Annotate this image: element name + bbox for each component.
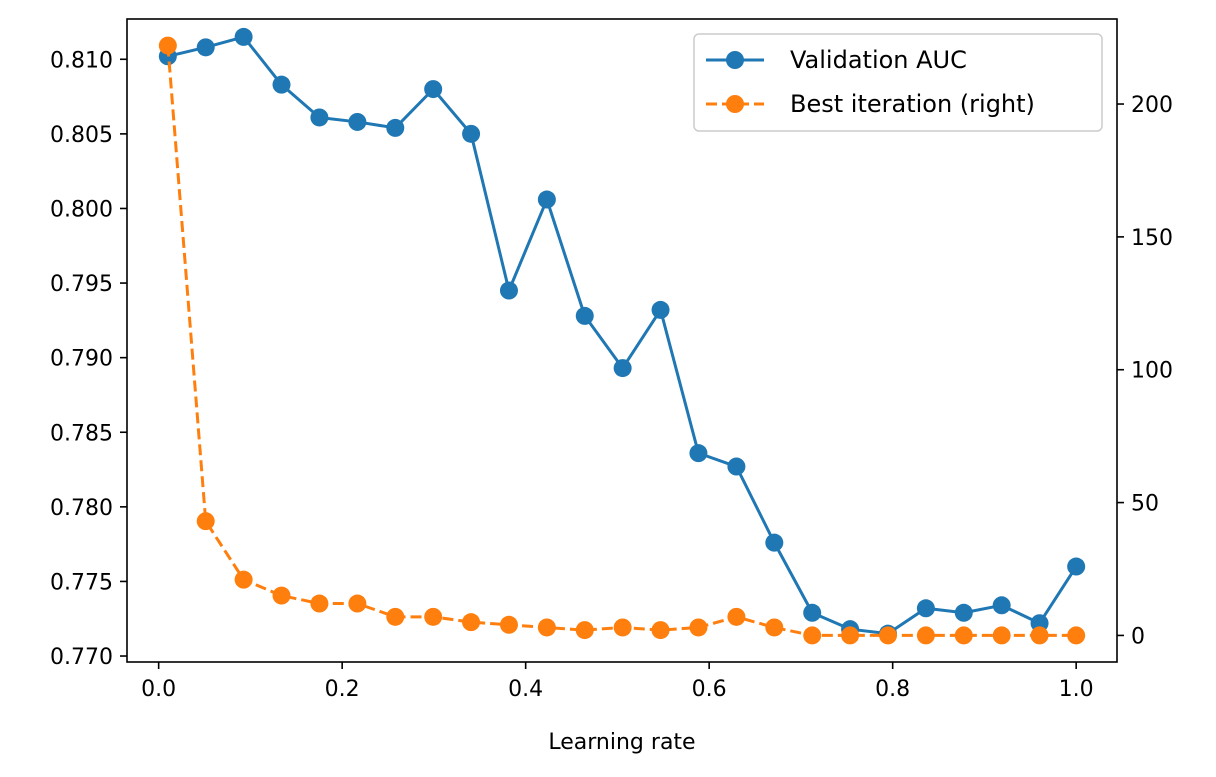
legend-box	[693, 33, 1103, 132]
y2-tick-label: 200	[1131, 93, 1173, 118]
data-point	[765, 618, 784, 637]
data-point	[234, 570, 253, 589]
data-point	[803, 603, 822, 622]
legend-label: Validation AUC	[790, 46, 967, 74]
data-point	[1067, 626, 1086, 645]
y-axis-right: 0 50 100 150 200	[1117, 93, 1173, 649]
legend-marker	[726, 95, 744, 113]
y-tick-label: 0.790	[50, 347, 113, 372]
y-tick-label: 0.810	[50, 48, 113, 73]
data-point	[841, 626, 860, 645]
data-point	[575, 621, 594, 640]
x-tick-label: 0.4	[508, 677, 543, 702]
y-tick-label: 0.780	[50, 496, 113, 521]
data-point	[424, 80, 443, 99]
y-axis-left: 0.770 0.775 0.780 0.785 0.790 0.795 0.800 0.805…	[50, 48, 127, 670]
data-point	[1067, 557, 1086, 576]
data-point	[954, 626, 973, 645]
y2-tick-label: 0	[1131, 624, 1145, 649]
data-point	[424, 607, 443, 626]
data-point	[348, 594, 367, 613]
y-tick-label: 0.805	[50, 123, 113, 148]
data-point	[916, 599, 935, 618]
legend-entry: Best iteration (right)	[706, 90, 1035, 118]
x-axis: 0.0 0.2 0.4 0.6 0.8 1.0	[141, 662, 1094, 702]
x-tick-label: 0.6	[692, 677, 727, 702]
x-tick-label: 0.2	[325, 677, 360, 702]
y2-tick-label: 150	[1131, 226, 1173, 251]
x-tick-label: 0.0	[141, 677, 176, 702]
data-point	[386, 607, 405, 626]
data-point	[992, 626, 1011, 645]
data-point	[196, 38, 215, 57]
data-point	[613, 359, 632, 378]
data-point	[765, 533, 784, 552]
series-validation-auc	[158, 27, 1086, 643]
x-axis-label: Learning rate	[548, 730, 695, 755]
data-point	[348, 112, 367, 131]
data-point	[310, 594, 329, 613]
data-point	[651, 621, 670, 640]
data-point	[499, 281, 518, 300]
data-point	[689, 444, 708, 463]
data-point	[310, 108, 329, 127]
legend: Validation AUC Best iteration (right)	[693, 33, 1103, 132]
data-point	[272, 75, 291, 94]
legend-marker	[726, 51, 744, 69]
series-layer	[158, 27, 1086, 645]
series-best-iteration-right	[158, 36, 1086, 645]
data-point	[575, 306, 594, 325]
data-point	[878, 626, 897, 645]
data-point	[234, 27, 253, 46]
data-point	[954, 603, 973, 622]
y2-tick-label: 50	[1131, 492, 1159, 517]
data-point	[462, 613, 481, 632]
data-point	[651, 300, 670, 319]
y-tick-label: 0.775	[50, 570, 113, 595]
data-point	[803, 626, 822, 645]
data-point	[613, 618, 632, 637]
y-tick-label: 0.785	[50, 421, 113, 446]
data-point	[537, 190, 556, 209]
y2-tick-label: 100	[1131, 359, 1173, 384]
data-point	[916, 626, 935, 645]
data-point	[462, 124, 481, 143]
data-point	[196, 512, 215, 531]
data-point	[272, 586, 291, 605]
data-point	[386, 118, 405, 137]
x-tick-label: 1.0	[1059, 677, 1094, 702]
data-point	[1030, 626, 1049, 645]
data-point	[689, 618, 708, 637]
data-point	[727, 607, 746, 626]
y-tick-label: 0.795	[50, 272, 113, 297]
data-point	[158, 36, 177, 55]
y-tick-label: 0.770	[50, 645, 113, 670]
data-point	[499, 615, 518, 634]
data-point	[537, 618, 556, 637]
legend-label: Best iteration (right)	[790, 90, 1035, 118]
y-tick-label: 0.800	[50, 197, 113, 222]
data-point	[727, 457, 746, 476]
data-point	[992, 596, 1011, 615]
legend-entry: Validation AUC	[706, 46, 967, 74]
x-tick-label: 0.8	[875, 677, 910, 702]
